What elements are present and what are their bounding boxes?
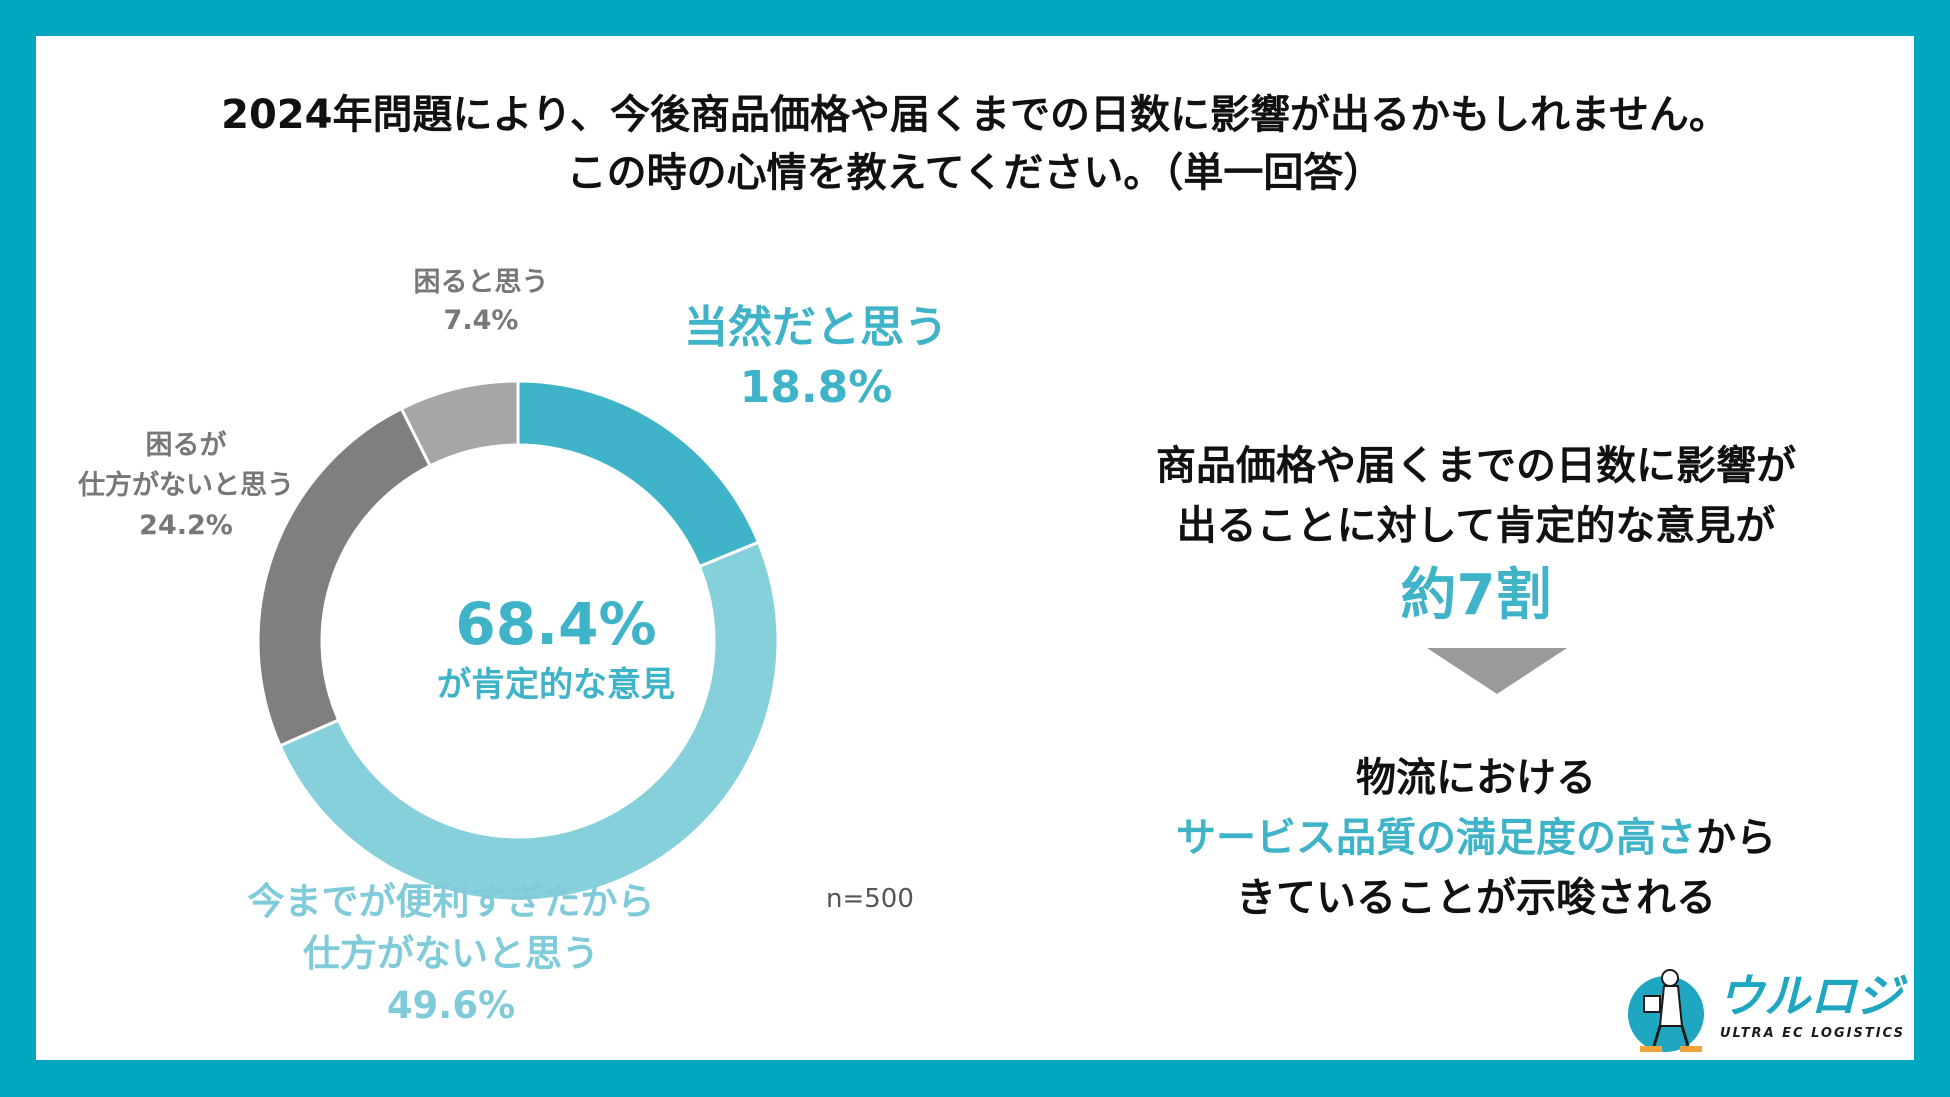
conclusion-after: から <box>1696 815 1776 861</box>
label-slice-4-value: 7.4% <box>443 305 519 336</box>
summary-highlight: 約7割 <box>1400 563 1552 628</box>
label-slice-2-value: 49.6% <box>386 984 516 1027</box>
logo-tagline: ULTRA EC LOGISTICS <box>1720 1026 1905 1041</box>
down-arrow-icon <box>1427 648 1567 694</box>
page-title: 2024年問題により、今後商品価格や届くまでの日数に影響が出るかもしれません。 … <box>36 86 1914 202</box>
label-slice-3-name-1: 困るが <box>145 430 227 461</box>
conclusion-highlight: サービス品質の満足度の高さ <box>1176 815 1696 861</box>
donut-chart <box>256 379 780 903</box>
donut-slice-4 <box>399 379 520 468</box>
summary-text: 商品価格や届くまでの日数に影響が 出ることに対して肯定的な意見が <box>1116 436 1836 556</box>
donut-slice-2 <box>278 540 780 903</box>
conclusion-line-2: サービス品質の満足度の高さから <box>1116 808 1836 868</box>
label-slice-1-value: 18.8% <box>739 362 893 413</box>
center-text: が肯定的な意見 <box>437 665 675 705</box>
label-slice-2: 今までが便利すぎたから 仕方がないと思う 49.6% <box>231 876 671 1032</box>
conclusion-line-3: きていることが示唆される <box>1236 875 1716 921</box>
slide-panel: 2024年問題により、今後商品価格や届くまでの日数に影響が出るかもしれません。 … <box>36 36 1914 1060</box>
label-slice-2-name-2: 仕方がないと思う <box>303 932 599 975</box>
conclusion-line-1: 物流における <box>1356 755 1596 801</box>
center-percent: 68.4% <box>455 590 657 658</box>
label-slice-3-name-2: 仕方がないと思う <box>78 470 294 501</box>
label-slice-3-value: 24.2% <box>139 510 233 541</box>
label-slice-2-name-1: 今までが便利すぎたから <box>247 880 655 923</box>
label-slice-4: 困ると思う 7.4% <box>381 264 581 340</box>
title-line-1: 2024年問題により、今後商品価格や届くまでの日数に影響が出るかもしれません。 <box>221 92 1729 138</box>
label-slice-4-name: 困ると思う <box>413 267 549 298</box>
sample-size: n=500 <box>826 884 914 914</box>
label-slice-1-name: 当然だと思う <box>684 302 948 353</box>
brand-logo: ウルロジ ULTRA EC LOGISTICS <box>1626 966 1916 1056</box>
label-slice-3: 困るが 仕方がないと思う 24.2% <box>66 426 306 546</box>
summary-line-1: 商品価格や届くまでの日数に影響が <box>1156 443 1796 489</box>
summary-line-2: 出ることに対して肯定的な意見が <box>1176 503 1776 549</box>
donut-center-label: 68.4% が肯定的な意見 <box>366 588 746 710</box>
mascot-icon <box>1628 969 1704 1052</box>
title-line-2: この時の心情を教えてください。（単一回答） <box>566 150 1384 196</box>
conclusion-text: 物流における サービス品質の満足度の高さから きていることが示唆される <box>1116 748 1836 928</box>
label-slice-1: 当然だと思う 18.8% <box>656 298 976 418</box>
logo-name: ウルロジ <box>1718 969 1902 1023</box>
